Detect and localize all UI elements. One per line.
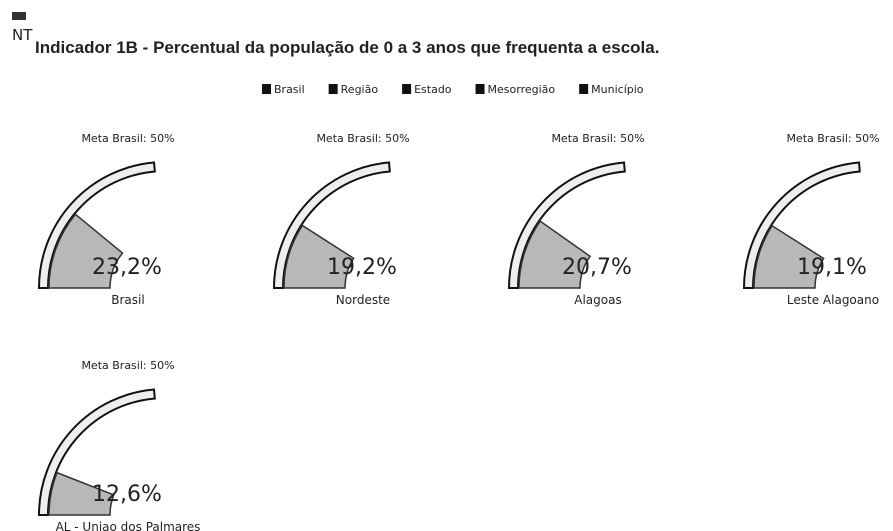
value-label: 19,2%: [327, 255, 397, 280]
gauge-track: [272, 161, 391, 289]
gauge-fill: [753, 224, 825, 289]
legend-label: Estado: [414, 83, 452, 96]
legend-label: Brasil: [274, 83, 305, 96]
value-label: 19,1%: [797, 255, 867, 280]
target-label: Meta Brasil: 50%: [551, 132, 644, 145]
legend-swatch: [328, 84, 338, 94]
legend-label: Município: [591, 83, 644, 96]
legend-swatch: [579, 84, 589, 94]
gauge-fill: [283, 224, 355, 289]
icon: [12, 12, 26, 20]
target-label: Meta Brasil: 50%: [81, 132, 174, 145]
category-label: Leste Alagoano: [787, 293, 879, 307]
target-label: Meta Brasil: 50%: [81, 359, 174, 372]
legend-label: Mesorregião: [488, 83, 556, 96]
category-label: Nordeste: [336, 293, 390, 307]
legend-swatch: [402, 84, 412, 94]
legend-swatch: [262, 84, 271, 94]
gauge-track: [507, 161, 626, 289]
category-label: Alagoas: [574, 293, 621, 307]
target-label: Meta Brasil: 50%: [786, 132, 879, 145]
chart-title: Indicador 1B - Percentual da população d…: [35, 38, 659, 57]
gauge-fill: [48, 471, 115, 516]
gauge-track: [37, 388, 156, 516]
value-label: 23,2%: [92, 255, 162, 280]
legend-swatch: [475, 84, 485, 94]
category-label: Brasil: [111, 293, 144, 307]
gauge-track: [742, 161, 861, 289]
value-label: 20,7%: [562, 255, 632, 280]
icon-label: NT: [12, 26, 33, 44]
target-label: Meta Brasil: 50%: [316, 132, 409, 145]
gauge-fill: [48, 213, 124, 289]
value-label: 12,6%: [92, 482, 162, 507]
category-label: AL - Uniao dos Palmares: [56, 520, 201, 531]
gauge-fill: [518, 220, 592, 289]
legend-label: Região: [341, 83, 379, 96]
